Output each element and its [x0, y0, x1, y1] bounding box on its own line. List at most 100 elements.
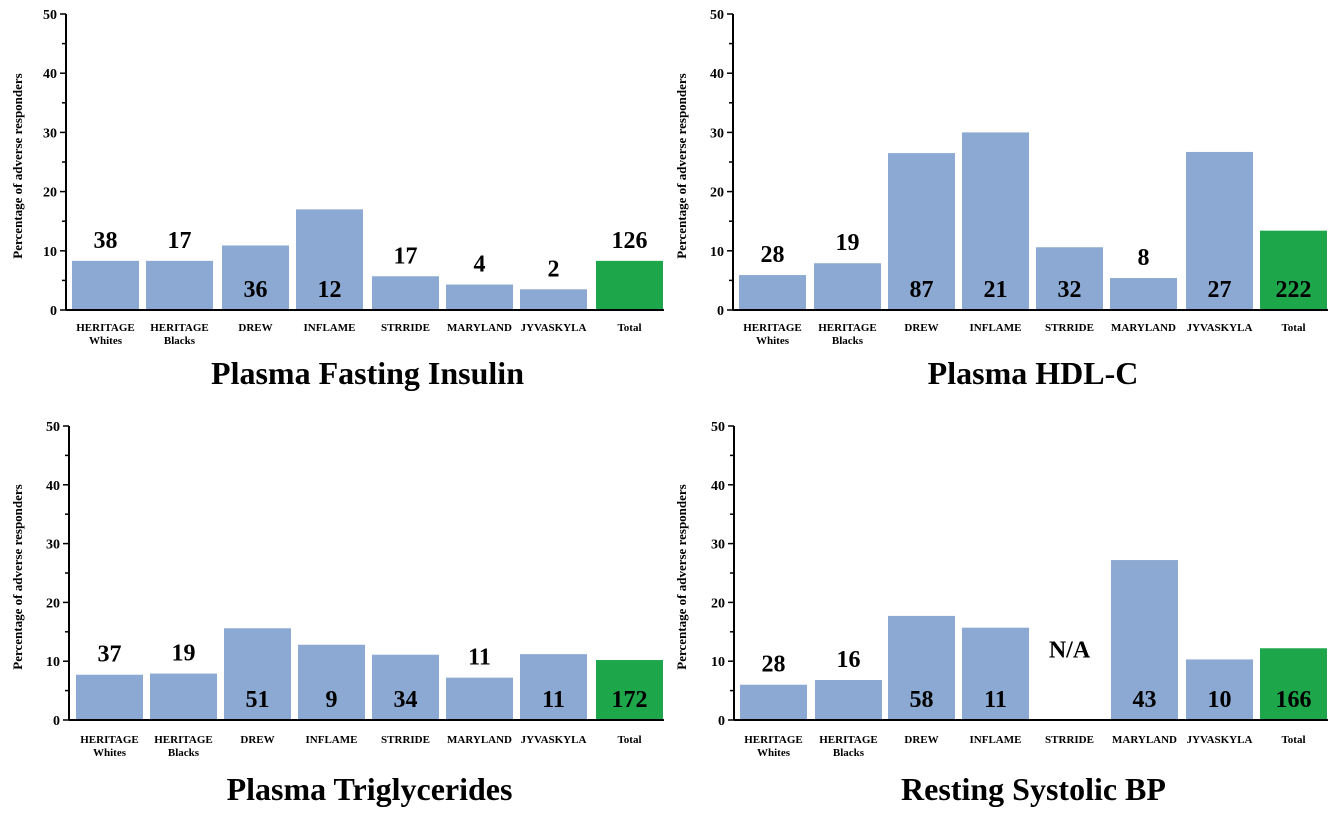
bar-6 — [1186, 151, 1253, 310]
bar-3 — [298, 644, 365, 720]
bar-value-label: 28 — [762, 652, 786, 678]
bar-value-label: 166 — [1276, 687, 1312, 713]
bar-value-label: 16 — [837, 647, 861, 673]
y-tick-label: 30 — [710, 126, 724, 141]
category-label: STRRIDE — [1045, 322, 1094, 334]
bar-5 — [446, 677, 513, 720]
bar-3 — [962, 627, 1029, 720]
y-tick-label: 30 — [46, 538, 60, 553]
category-label: Blacks — [164, 335, 196, 347]
bar-value-label: 11 — [542, 687, 565, 713]
bar-value-label: 9 — [326, 687, 338, 713]
y-tick-label: 0 — [50, 304, 57, 319]
category-label: Whites — [89, 335, 123, 347]
bar-2 — [888, 153, 955, 310]
bar-value-label: 4 — [474, 252, 486, 278]
bar-0 — [739, 275, 806, 310]
chart-title: Resting Systolic BP — [901, 771, 1166, 807]
y-tick-label: 50 — [46, 420, 60, 435]
chart-title: Plasma Fasting Insulin — [211, 355, 524, 391]
chart-triglycerides: 0 10 20 30 40 50 Percentage of adverse respond… — [10, 420, 665, 807]
category-label: HERITAGE — [818, 322, 876, 334]
bar-value-label: 58 — [910, 687, 934, 713]
category-label: INFLAME — [970, 734, 1022, 746]
bar-5 — [446, 284, 513, 310]
bar-2 — [888, 615, 955, 720]
chart-title: Plasma Triglycerides — [227, 771, 513, 807]
bar-value-label: 38 — [94, 228, 118, 254]
bar-value-label: 126 — [612, 228, 648, 254]
category-label: DREW — [240, 734, 274, 746]
chart-title: Plasma HDL-C — [928, 355, 1139, 391]
chart-panel-insulin: 0 10 20 30 40 50 Percentage of adverse respond… — [0, 0, 665, 405]
bar-value-label: 43 — [1133, 687, 1157, 713]
bar-4 — [372, 276, 439, 310]
category-label: STRRIDE — [381, 734, 430, 746]
bar-total — [596, 660, 663, 720]
y-tick-label: 50 — [711, 420, 725, 435]
y-tick-label: 10 — [711, 655, 725, 670]
category-label: MARYLAND — [447, 322, 512, 334]
y-tick-label: 0 — [53, 714, 60, 729]
bar-total — [596, 260, 663, 310]
bar-1 — [815, 680, 882, 720]
y-axis-label: Percentage of adverse responders — [674, 73, 689, 258]
y-tick-label: 10 — [46, 655, 60, 670]
bar-value-label: 11 — [468, 645, 491, 671]
category-label: HERITAGE — [154, 734, 212, 746]
category-label: Blacks — [833, 747, 865, 759]
y-axis-label: Percentage of adverse responders — [10, 484, 25, 669]
bar-1 — [150, 673, 217, 720]
bar-value-label: 21 — [984, 277, 1008, 303]
y-axis-label: Percentage of adverse responders — [10, 73, 25, 258]
bar-6 — [520, 654, 587, 720]
bar-1 — [814, 263, 881, 310]
category-label: Total — [617, 734, 641, 746]
category-label: Blacks — [832, 335, 864, 347]
category-label: JYVASKYLA — [1187, 322, 1253, 334]
y-tick-label: 40 — [710, 67, 724, 82]
category-label: HERITAGE — [80, 734, 138, 746]
bar-value-label: 19 — [836, 230, 860, 256]
y-tick-label: 30 — [711, 538, 725, 553]
bar-value-label: 28 — [761, 242, 785, 268]
bar-4 — [372, 654, 439, 720]
y-tick-label: 40 — [46, 479, 60, 494]
chart-panel-systolic-bp: 0 10 20 30 40 50 Percentage of adverse respond… — [664, 412, 1328, 813]
category-label: STRRIDE — [1045, 734, 1094, 746]
bar-value-label: 36 — [244, 277, 268, 303]
category-label: MARYLAND — [1112, 734, 1177, 746]
bar-2 — [224, 628, 291, 720]
bar-0 — [740, 684, 807, 720]
category-label: JYVASKYLA — [521, 734, 587, 746]
bar-value-label: 27 — [1208, 277, 1232, 303]
category-label: DREW — [904, 322, 938, 334]
category-label: STRRIDE — [381, 322, 430, 334]
bar-value-label: 37 — [98, 642, 122, 668]
category-label: DREW — [904, 734, 938, 746]
bar-0 — [76, 674, 143, 720]
bar-5 — [1111, 560, 1178, 720]
category-label: JYVASKYLA — [1187, 734, 1253, 746]
bar-6 — [1186, 659, 1253, 720]
y-tick-label: 0 — [718, 714, 725, 729]
chart-panel-triglycerides: 0 10 20 30 40 50 Percentage of adverse respond… — [0, 412, 665, 813]
y-tick-label: 10 — [710, 245, 724, 260]
y-tick-label: 30 — [43, 126, 57, 141]
bar-6 — [520, 289, 587, 310]
bar-3 — [296, 209, 363, 310]
category-label: INFLAME — [306, 734, 358, 746]
bar-3 — [962, 132, 1029, 310]
category-label: JYVASKYLA — [521, 322, 587, 334]
y-tick-label: 40 — [43, 67, 57, 82]
category-label: Total — [617, 322, 641, 334]
bar-0 — [72, 260, 139, 310]
bar-total — [1260, 648, 1327, 720]
category-label: INFLAME — [970, 322, 1022, 334]
bar-value-label: 17 — [168, 228, 192, 254]
category-label: INFLAME — [304, 322, 356, 334]
category-label: MARYLAND — [1111, 322, 1176, 334]
bar-value-label: 87 — [910, 277, 934, 303]
y-axis-label: Percentage of adverse responders — [674, 484, 689, 669]
y-tick-label: 50 — [43, 8, 57, 23]
